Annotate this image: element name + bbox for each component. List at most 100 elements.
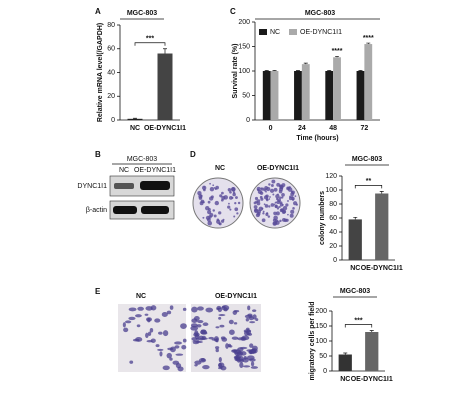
bar: [325, 71, 334, 120]
colony-dot: [228, 202, 230, 205]
x-tick-label: 72: [360, 125, 368, 132]
cell-stain: [166, 310, 172, 315]
y-axis-label: migratory cells per field: [309, 302, 316, 381]
error-bar: [343, 352, 348, 355]
legend-label: NC: [270, 29, 280, 36]
cell-stain: [149, 328, 154, 333]
significance-label: **: [366, 178, 372, 185]
cell-stain: [197, 320, 204, 324]
colony-dot: [291, 198, 295, 201]
colony-dot: [218, 211, 222, 215]
colony-dot: [273, 211, 277, 216]
cell-stain: [205, 307, 214, 313]
colony-dot: [202, 216, 205, 219]
colony-dot: [287, 213, 289, 216]
colony-dot: [276, 207, 280, 210]
colony-dot: [264, 204, 269, 208]
colony-dot: [260, 187, 263, 190]
cell-stain: [161, 312, 168, 317]
significance-label: ****: [332, 48, 343, 55]
cell-stain: [218, 356, 222, 363]
colony-dot: [259, 195, 263, 199]
error-bar: [335, 55, 340, 58]
y-tick-label: 0: [246, 117, 250, 124]
colony-dot: [236, 212, 239, 215]
colony-dot: [223, 195, 228, 200]
colony-dot: [287, 187, 290, 190]
colony-dot: [209, 182, 211, 185]
cell-stain: [246, 327, 250, 331]
bar: [301, 64, 310, 120]
cell-stain: [239, 346, 248, 350]
panel-label: C: [230, 7, 236, 16]
colony-dot: [227, 187, 232, 192]
colony-dot: [274, 201, 277, 204]
cell-stain: [218, 362, 223, 368]
y-axis-label: Relative mRNA level(/GAPDH): [97, 23, 104, 122]
x-tick-label: 48: [329, 125, 337, 132]
colony-dot: [214, 187, 217, 190]
colony-dot: [232, 191, 236, 194]
panel-label: E: [95, 287, 101, 296]
colony-dot: [290, 190, 294, 193]
cell-stain: [211, 338, 217, 341]
colony-dot: [237, 201, 241, 205]
colony-dot: [290, 192, 295, 197]
cell-stain: [146, 339, 153, 343]
cell-stain: [239, 362, 244, 368]
colony-dot: [234, 207, 239, 212]
colony-dot: [227, 205, 231, 209]
colony-dot: [208, 207, 211, 211]
colony-dot: [268, 205, 271, 208]
cell-stain: [191, 306, 198, 313]
cell-stain: [128, 316, 136, 321]
significance-bracket: [134, 42, 166, 46]
cell-stain: [196, 324, 202, 328]
cell-stain: [250, 361, 255, 367]
y-tick-label: 80: [329, 201, 337, 208]
blot-band: [140, 181, 170, 190]
cell-stain: [252, 314, 257, 320]
blot-row: β-actin: [86, 207, 107, 214]
colony-dot: [274, 204, 278, 208]
y-tick-label: 50: [319, 353, 327, 360]
bar: [365, 332, 379, 371]
cell-stain: [247, 305, 251, 311]
cell-stain: [218, 314, 226, 317]
cell-stain: [135, 337, 143, 342]
cell-stain: [169, 357, 173, 361]
colony-dot: [222, 218, 225, 221]
cell-stain: [252, 309, 257, 312]
error-bar: [163, 48, 167, 54]
blot-band: [114, 183, 134, 189]
colony-dot: [231, 196, 234, 199]
y-axis-label: colony numbers: [319, 191, 326, 245]
colony-dot: [253, 205, 258, 209]
cell-stain: [234, 351, 242, 356]
cell-stain: [167, 347, 174, 351]
colony-dot: [219, 194, 223, 198]
y-tick-label: 100: [325, 187, 337, 194]
cell-stain: [166, 352, 172, 359]
colony-dot: [275, 211, 280, 216]
cell-stain: [136, 324, 141, 328]
cell-stain: [157, 348, 164, 351]
cell-stain: [233, 309, 240, 313]
colony-dot: [272, 193, 275, 196]
colony-dot: [212, 184, 215, 187]
error-bar: [379, 191, 384, 194]
colony-dot: [279, 203, 284, 207]
cell-stain: [228, 319, 234, 325]
cell-stain: [162, 365, 170, 371]
cell-stain: [180, 323, 187, 329]
cell-stain: [128, 307, 137, 312]
colony-dot: [277, 193, 279, 196]
x-tick-label: 0: [269, 125, 273, 132]
cell-stain: [244, 314, 253, 319]
colony-dot: [268, 183, 271, 186]
blot-lane: NC: [119, 167, 129, 174]
error-bar: [133, 117, 137, 119]
y-tick-label: 150: [238, 43, 250, 50]
colony-dot: [254, 208, 258, 212]
cell-stain: [177, 366, 184, 372]
